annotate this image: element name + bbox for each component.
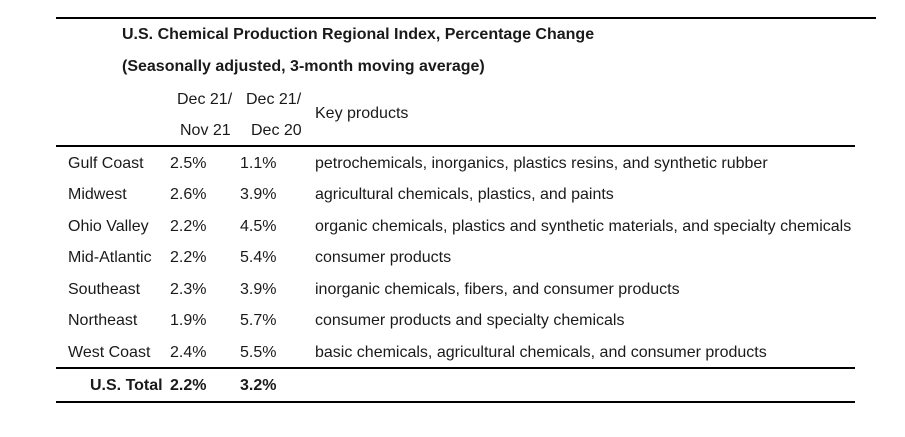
row-mom: 2.3% bbox=[170, 281, 207, 298]
total-yoy: 3.2% bbox=[240, 377, 277, 394]
row-region: Midwest bbox=[68, 186, 127, 203]
row-mom: 2.2% bbox=[170, 249, 207, 266]
row-products: consumer products bbox=[315, 249, 452, 266]
row-yoy: 3.9% bbox=[240, 186, 277, 203]
col2-header-line1: Dec 21/ bbox=[246, 91, 302, 108]
row-products: inorganic chemicals, fibers, and consume… bbox=[315, 281, 680, 298]
row-products: petrochemicals, inorganics, plastics res… bbox=[315, 155, 768, 172]
row-yoy: 1.1% bbox=[240, 155, 277, 172]
row-products: organic chemicals, plastics and syntheti… bbox=[315, 218, 852, 235]
row-region: Gulf Coast bbox=[68, 155, 144, 172]
col2-header-line2: Dec 20 bbox=[251, 122, 302, 139]
col1-header-line2: Nov 21 bbox=[180, 122, 231, 139]
bottom-rule bbox=[56, 401, 855, 403]
row-yoy: 5.5% bbox=[240, 344, 277, 361]
row-products: consumer products and specialty chemical… bbox=[315, 312, 625, 329]
row-mom: 1.9% bbox=[170, 312, 207, 329]
row-yoy: 5.4% bbox=[240, 249, 277, 266]
row-yoy: 5.7% bbox=[240, 312, 277, 329]
top-rule bbox=[56, 17, 876, 19]
row-yoy: 4.5% bbox=[240, 218, 277, 235]
row-products: basic chemicals, agricultural chemicals,… bbox=[315, 344, 767, 361]
row-yoy: 3.9% bbox=[240, 281, 277, 298]
row-region: West Coast bbox=[68, 344, 151, 361]
row-region: Ohio Valley bbox=[68, 218, 149, 235]
row-mom: 2.2% bbox=[170, 218, 207, 235]
total-label: U.S. Total bbox=[90, 377, 163, 394]
total-mom: 2.2% bbox=[170, 377, 207, 394]
table-subtitle: (Seasonally adjusted, 3-month moving ave… bbox=[122, 58, 485, 75]
row-mom: 2.6% bbox=[170, 186, 207, 203]
row-products: agricultural chemicals, plastics, and pa… bbox=[315, 186, 614, 203]
row-region: Mid-Atlantic bbox=[68, 249, 152, 266]
header-rule bbox=[56, 145, 855, 147]
row-region: Northeast bbox=[68, 312, 138, 329]
row-mom: 2.4% bbox=[170, 344, 207, 361]
row-region: Southeast bbox=[68, 281, 141, 298]
col1-header-line1: Dec 21/ bbox=[177, 91, 233, 108]
table-title: U.S. Chemical Production Regional Index,… bbox=[122, 26, 595, 43]
products-header: Key products bbox=[315, 105, 409, 122]
row-mom: 2.5% bbox=[170, 155, 207, 172]
total-rule bbox=[56, 367, 855, 369]
